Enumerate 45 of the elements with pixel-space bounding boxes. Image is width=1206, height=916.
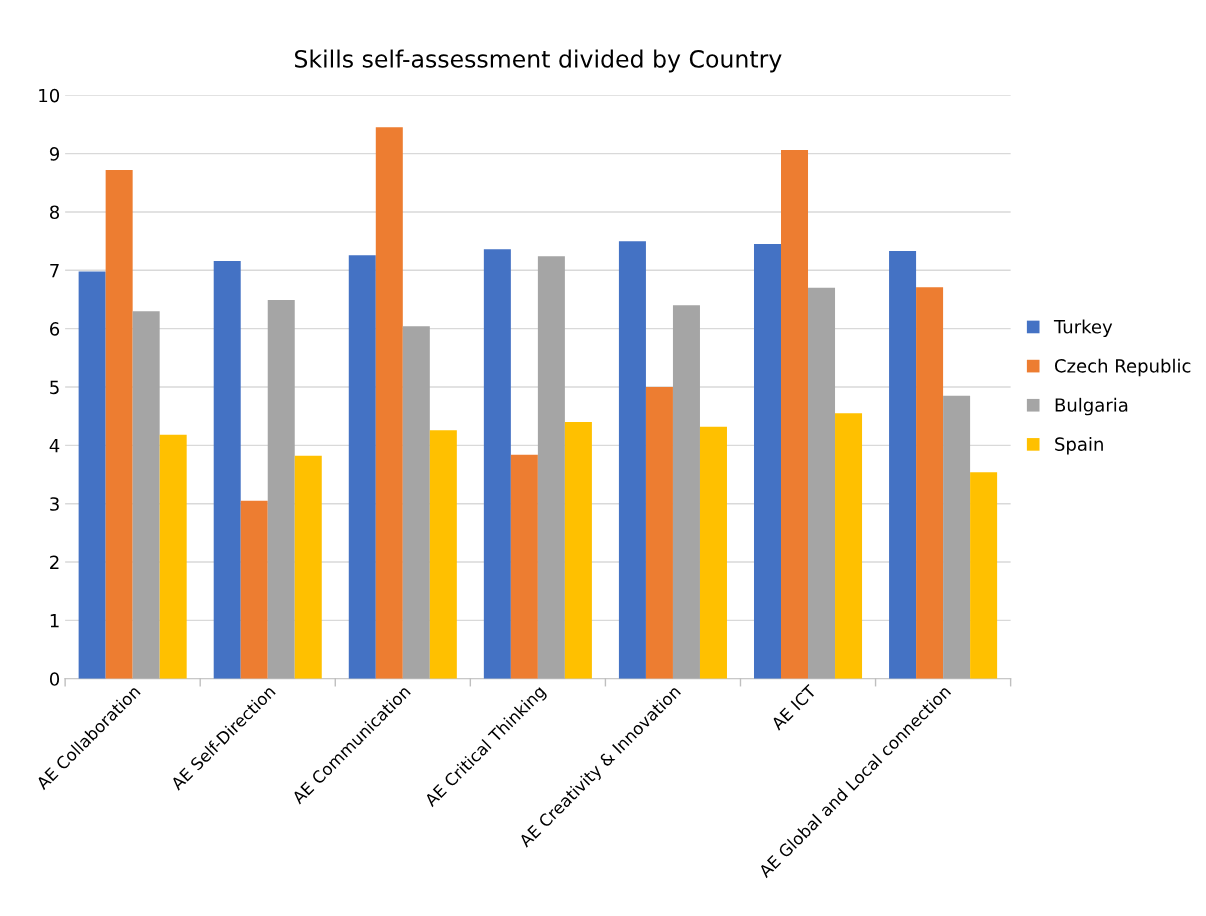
- x-tick-label: AE ICT: [770, 683, 818, 731]
- y-tick-label: 0: [49, 672, 60, 686]
- legend-label: Turkey: [1053, 319, 1113, 338]
- bar: [753, 244, 782, 679]
- legend-label: Bulgaria: [1055, 397, 1128, 416]
- bar: [699, 426, 727, 679]
- bar: [159, 434, 187, 679]
- y-tick-label: 9: [49, 147, 59, 161]
- y-tick-label: 8: [50, 205, 60, 220]
- bar: [402, 326, 430, 679]
- bar: [564, 422, 592, 679]
- bar: [645, 387, 673, 679]
- bar: [294, 455, 322, 679]
- bar: [943, 395, 971, 679]
- bar: [213, 260, 241, 679]
- bar: [78, 271, 106, 679]
- bar: [970, 472, 998, 679]
- bar: [808, 287, 836, 679]
- y-tick-label: 6: [50, 322, 60, 336]
- y-tick-label: 3: [50, 497, 59, 511]
- y-tick-label: 1: [50, 614, 59, 628]
- y-tick-label: 10: [39, 88, 60, 103]
- bar: [916, 287, 944, 679]
- bar: [240, 500, 268, 679]
- bar: [781, 150, 809, 679]
- bar: [105, 169, 133, 679]
- bar: [889, 251, 917, 679]
- bar: [672, 305, 700, 679]
- bar: [375, 127, 403, 679]
- bar: [618, 241, 646, 679]
- y-tick-label: 7: [50, 264, 59, 278]
- legend-label: Spain: [1055, 436, 1103, 455]
- bar: [537, 256, 565, 679]
- bar: [348, 255, 376, 679]
- bar: [483, 249, 511, 679]
- y-tick-label: 2: [50, 555, 59, 569]
- legend-label: Czech Republic: [1054, 358, 1191, 377]
- bar: [267, 300, 295, 679]
- bar: [835, 413, 863, 679]
- y-tick-label: 5: [50, 380, 59, 395]
- chart-title: Skills self-assessment divided by Country: [295, 49, 782, 73]
- bar: [429, 430, 457, 679]
- bar: [132, 311, 160, 679]
- y-tick-label: 4: [49, 439, 60, 453]
- bar: [510, 454, 538, 679]
